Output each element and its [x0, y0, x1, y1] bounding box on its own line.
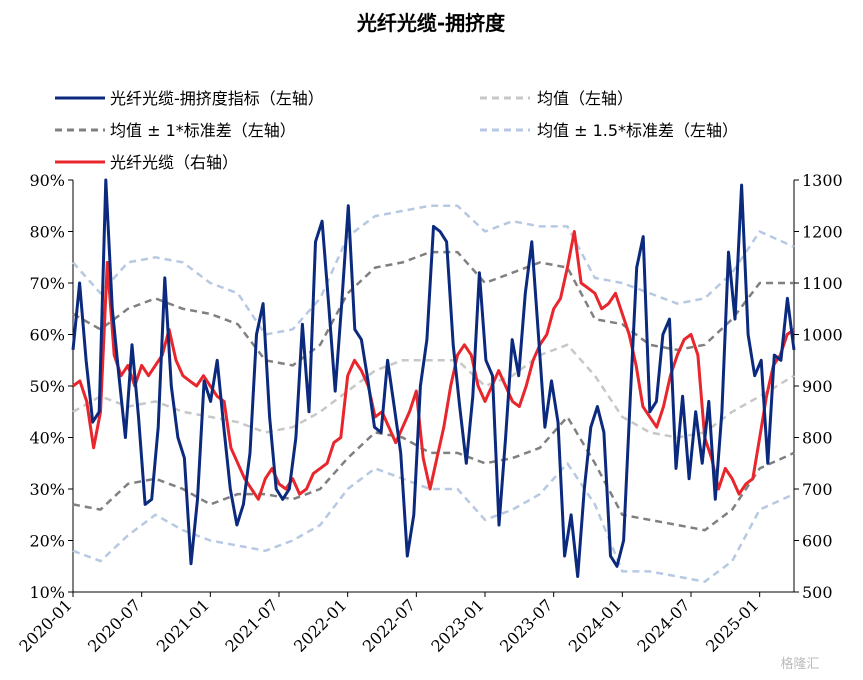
series-mean-line: [72, 343, 795, 439]
right-tick-label: 1100: [802, 274, 843, 293]
x-tick-label: 2021-01: [153, 595, 213, 655]
chart-title: 光纤光缆-拥挤度: [356, 11, 506, 35]
left-tick-label: 60%: [29, 326, 65, 345]
watermark-text: 格隆汇: [780, 656, 819, 672]
x-tick-label: 2021-07: [221, 595, 281, 655]
legend-item-price: 光纤光缆（右轴）: [55, 153, 238, 172]
left-tick-label: 10%: [29, 583, 65, 602]
right-tick-label: 800: [802, 429, 833, 448]
legend-item-index: 光纤光缆-拥挤度指标（左轴）: [55, 89, 324, 108]
legend-label-sd1: 均值 ± 1*标准差（左轴）: [110, 121, 296, 140]
left-tick-label: 50%: [29, 377, 65, 396]
x-tick-label: 2022-07: [359, 595, 419, 655]
legend-item-sd15: 均值 ± 1.5*标准差（左轴）: [480, 121, 738, 140]
left-tick-label: 80%: [29, 223, 65, 242]
x-tick-label: 2024-01: [565, 595, 625, 655]
series-price-line: [72, 230, 795, 501]
series-index-line: [71, 178, 796, 578]
right-tick-label: 700: [802, 480, 833, 499]
left-axis-ticks: 10% 20% 30% 40% 50% 60% 70% 80% 90%: [29, 171, 73, 602]
right-tick-label: 600: [802, 532, 833, 551]
series-sd15-upper-line: [72, 204, 795, 336]
series-sd1-upper-line: [72, 250, 794, 367]
left-tick-label: 90%: [29, 171, 65, 190]
legend-label-sd15: 均值 ± 1.5*标准差（左轴）: [537, 121, 738, 140]
x-tick-label: 2023-07: [496, 595, 556, 655]
x-tick-label: 2020-01: [15, 595, 75, 655]
legend-label-index: 光纤光缆-拥挤度指标（左轴）: [110, 89, 324, 108]
x-axis-ticks: 2020-01 2020-07 2021-01 2021-07 2022-01 2022-…: [15, 592, 762, 656]
legend-item-mean: 均值（左轴）: [480, 89, 633, 108]
right-tick-label: 1000: [802, 326, 843, 345]
legend-label-mean: 均值（左轴）: [537, 89, 633, 108]
series-sd1-lower-line: [72, 415, 795, 532]
legend-label-price: 光纤光缆（右轴）: [110, 153, 238, 172]
x-tick-label: 2020-07: [84, 595, 144, 655]
right-tick-label: 500: [802, 583, 833, 602]
series-layer: [71, 178, 796, 583]
legend: 光纤光缆-拥挤度指标（左轴） 均值（左轴） 均值 ± 1*标准差（左轴） 均值 …: [55, 89, 738, 172]
right-tick-label: 1300: [802, 171, 843, 190]
x-tick-label: 2023-01: [427, 595, 487, 655]
left-tick-label: 30%: [29, 480, 65, 499]
x-tick-label: 2024-07: [633, 595, 693, 655]
left-tick-label: 40%: [29, 429, 65, 448]
right-tick-label: 900: [802, 377, 833, 396]
x-tick-label: 2025-01: [702, 595, 762, 655]
left-tick-label: 70%: [29, 274, 65, 293]
x-tick-label: 2022-01: [290, 595, 350, 655]
legend-item-sd1: 均值 ± 1*标准差（左轴）: [55, 121, 296, 140]
right-tick-label: 1200: [802, 223, 843, 242]
left-tick-label: 20%: [29, 532, 65, 551]
right-axis-ticks: 500 600 700 800 900 1000 1100 1200 1300: [794, 171, 843, 602]
series-sd15-lower-line: [72, 462, 795, 583]
